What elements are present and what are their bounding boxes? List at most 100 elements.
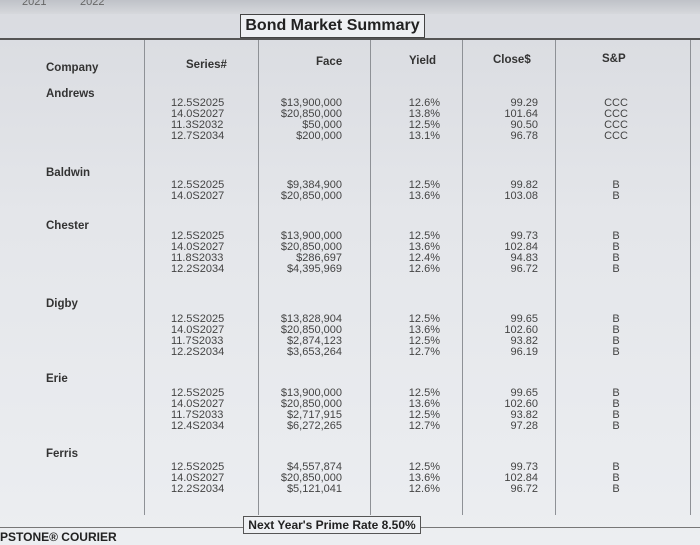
top-strip: 2021 2022	[0, 0, 700, 14]
bond-yield-value: 13.6%	[408, 324, 440, 336]
column-header-sp: S&P	[602, 53, 626, 65]
bond-yield-value: 12.5%	[408, 313, 440, 325]
bond-yield-value: 12.5%	[408, 409, 440, 421]
bond-face-cell: $13,900,000 $20,850,000 $2,717,915 $6,272,2…	[262, 388, 342, 432]
bond-yield-cell: 12.5% 13.6%	[380, 180, 440, 202]
bond-sp-value: B	[612, 420, 620, 432]
bond-series-value: 14.0S2027	[171, 398, 225, 410]
bond-face-value: $9,384,900	[286, 179, 342, 191]
bond-series-cell: 12.5S2025 14.0S2027 12.2S2034	[171, 462, 251, 495]
bond-series-value: 14.0S2027	[171, 190, 225, 202]
bond-series-value: 12.5S2025	[171, 179, 225, 191]
bond-face-value: $20,850,000	[280, 241, 342, 253]
company-name: Chester	[46, 220, 89, 232]
bond-yield-value: 12.6%	[408, 97, 440, 109]
bond-close-value: 99.82	[510, 179, 538, 191]
bond-series-cell: 12.5S2025 14.0S2027 11.7S2033 12.2S2034	[171, 314, 251, 358]
bond-face-value: $20,850,000	[280, 472, 342, 484]
company-name: Ferris	[46, 448, 78, 460]
bond-yield-value: 13.8%	[408, 108, 440, 120]
bond-series-value: 12.5S2025	[171, 313, 225, 325]
bond-face-value: $286,697	[296, 252, 342, 264]
bond-face-value: $5,121,041	[286, 483, 342, 495]
column-divider	[370, 40, 371, 515]
year-label: 2022	[80, 0, 105, 8]
bond-sp-value: B	[612, 241, 620, 253]
header-divider	[0, 38, 700, 40]
bond-series-cell: 12.5S2025 14.0S2027	[171, 180, 251, 202]
bond-sp-value: B	[612, 230, 620, 242]
bond-series-value: 12.7S2034	[171, 130, 225, 142]
bond-face-value: $3,653,264	[286, 346, 342, 358]
bond-yield-value: 12.5%	[408, 335, 440, 347]
bond-close-value: 102.84	[504, 472, 538, 484]
bond-series-value: 14.0S2027	[171, 108, 225, 120]
bond-close-value: 99.65	[510, 313, 538, 325]
bond-yield-value: 12.4%	[408, 252, 440, 264]
bond-yield-cell: 12.5% 13.6% 12.6%	[380, 462, 440, 495]
bond-yield-cell: 12.5% 13.6% 12.4% 12.6%	[380, 231, 440, 275]
bond-sp-value: B	[612, 398, 620, 410]
bond-close-value: 96.19	[510, 346, 538, 358]
bond-close-value: 99.73	[510, 461, 538, 473]
bond-close-cell: 99.73 102.84 96.72	[470, 462, 538, 495]
bond-yield-cell: 12.6% 13.8% 12.5% 13.1%	[380, 98, 440, 142]
bond-series-value: 12.2S2034	[171, 346, 225, 358]
bond-series-value: 12.2S2034	[171, 483, 225, 495]
bond-close-value: 99.73	[510, 230, 538, 242]
bond-face-cell: $13,828,904 $20,850,000 $2,874,123 $3,653,2…	[262, 314, 342, 358]
bond-yield-value: 12.6%	[408, 483, 440, 495]
bond-yield-value: 13.6%	[408, 241, 440, 253]
company-name: Baldwin	[46, 167, 91, 179]
bond-face-value: $13,828,904	[280, 313, 342, 325]
bond-face-cell: $13,900,000 $20,850,000 $286,697 $4,395,969	[262, 231, 342, 275]
bond-face-value: $50,000	[302, 119, 342, 131]
bond-face-value: $6,272,265	[286, 420, 342, 432]
company-name: Digby	[46, 298, 78, 310]
bond-series-cell: 12.5S2025 14.0S2027 11.3S2032 12.7S2034	[171, 98, 251, 142]
bond-face-value: $20,850,000	[280, 108, 342, 120]
bond-close-value: 99.29	[510, 97, 538, 109]
column-header-yield: Yield	[409, 55, 437, 67]
bond-sp-value: B	[612, 313, 620, 325]
bond-series-value: 12.5S2025	[171, 230, 225, 242]
bond-yield-cell: 12.5% 13.6% 12.5% 12.7%	[380, 314, 440, 358]
column-divider	[144, 40, 145, 515]
bond-sp-value: B	[612, 190, 620, 202]
bond-close-value: 102.60	[504, 324, 538, 336]
bond-face-value: $200,000	[296, 130, 342, 142]
bond-series-value: 11.7S2033	[171, 409, 224, 421]
bond-series-value: 11.7S2033	[171, 335, 224, 347]
bond-yield-value: 12.5%	[408, 179, 440, 191]
company-name: Erie	[46, 373, 68, 385]
bond-face-cell: $13,900,000 $20,850,000 $50,000 $200,000	[262, 98, 342, 142]
bond-face-value: $13,900,000	[280, 230, 342, 242]
bond-face-value: $2,717,915	[286, 409, 342, 421]
bond-close-value: 96.72	[510, 263, 538, 275]
bond-sp-value: B	[612, 409, 620, 421]
bond-close-value: 102.84	[504, 241, 538, 253]
bond-series-value: 11.3S2032	[171, 119, 224, 131]
year-label: 2021	[22, 0, 47, 8]
bond-face-value: $20,850,000	[280, 190, 342, 202]
bond-yield-value: 12.6%	[408, 263, 440, 275]
bond-series-value: 14.0S2027	[171, 472, 225, 484]
bond-close-value: 93.82	[510, 335, 538, 347]
bond-sp-value: B	[612, 263, 620, 275]
bond-yield-value: 13.6%	[408, 398, 440, 410]
report-title: Bond Market Summary	[240, 14, 425, 38]
bond-close-value: 102.60	[504, 398, 538, 410]
company-name: Andrews	[46, 88, 95, 100]
bond-series-value: 12.5S2025	[171, 461, 225, 473]
bond-sp-value: B	[612, 483, 620, 495]
bond-sp-value: B	[612, 346, 620, 358]
bond-face-cell: $4,557,874 $20,850,000 $5,121,041	[262, 462, 342, 495]
bond-sp-value: B	[612, 252, 620, 264]
bond-yield-cell: 12.5% 13.6% 12.5% 12.7%	[380, 388, 440, 432]
bond-sp-value: B	[612, 461, 620, 473]
